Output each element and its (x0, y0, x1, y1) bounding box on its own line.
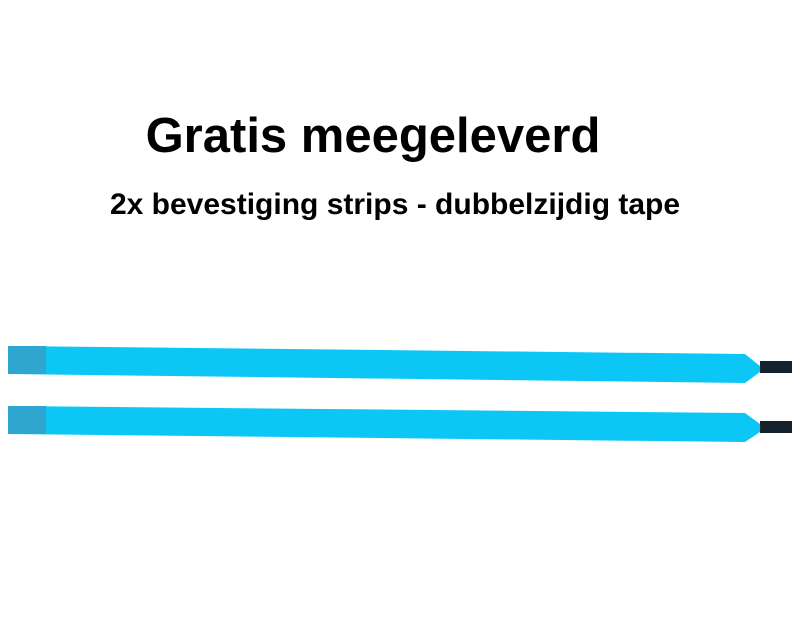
headline: Gratis meegeleverd (145, 109, 601, 163)
tape-strip (8, 406, 792, 442)
pull-tab (760, 421, 792, 433)
subheadline: 2x bevestiging strips - dubbelzijdig tap… (109, 188, 681, 221)
tape-body (8, 406, 760, 442)
pull-tab (760, 361, 792, 373)
tape-end-tab (8, 406, 46, 434)
tape-end-tab (8, 346, 46, 374)
tape-body (8, 346, 760, 383)
tape-strip (8, 346, 792, 383)
